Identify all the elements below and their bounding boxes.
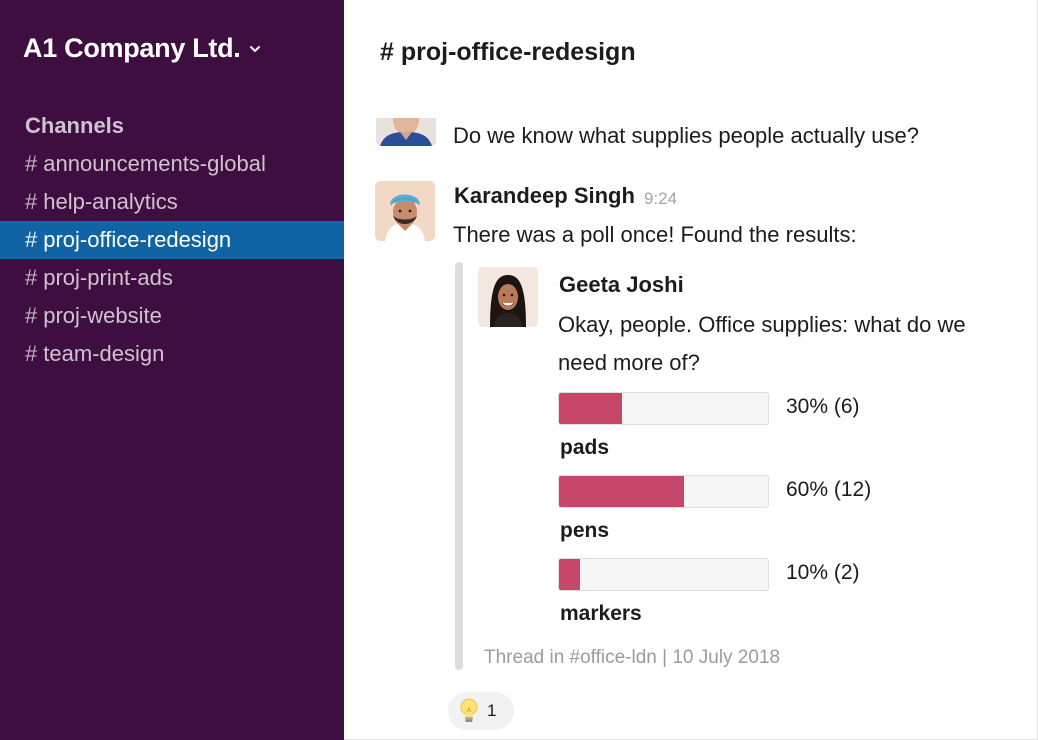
message-author[interactable]: Karandeep Singh bbox=[454, 183, 635, 208]
sidebar: A1 Company Ltd. Channels # announcements-… bbox=[0, 0, 344, 740]
poll-fill bbox=[559, 559, 580, 590]
poll-result: 10% (2) bbox=[786, 561, 860, 584]
chevron-down-icon bbox=[249, 45, 260, 52]
channel-label: help-analytics bbox=[43, 189, 178, 214]
hash-icon: # bbox=[25, 151, 38, 176]
shared-text: Okay, people. Office supplies: what do w… bbox=[558, 312, 966, 375]
poll-fill bbox=[559, 393, 622, 424]
shared-author[interactable]: Geeta Joshi bbox=[559, 272, 684, 297]
channel-list: # announcements-global # help-analytics # p… bbox=[0, 145, 344, 373]
poll-bar bbox=[558, 558, 769, 591]
avatar[interactable] bbox=[375, 181, 435, 241]
thread-link[interactable]: Thread in #office-ldn | 10 July 2018 bbox=[484, 647, 781, 668]
lightbulb-icon bbox=[460, 698, 478, 722]
poll-label: markers bbox=[560, 602, 642, 625]
sidebar-item-proj-office-redesign[interactable]: # proj-office-redesign bbox=[0, 221, 344, 259]
channel-label: announcements-global bbox=[43, 151, 266, 176]
workspace-name: A1 Company Ltd. bbox=[23, 33, 241, 63]
poll-fill bbox=[559, 476, 685, 507]
avatar[interactable] bbox=[376, 118, 436, 146]
sidebar-item-proj-website[interactable]: # proj-website bbox=[0, 297, 344, 335]
reaction-count: 1 bbox=[487, 701, 497, 720]
channel-label: proj-print-ads bbox=[43, 265, 173, 290]
sidebar-item-proj-print-ads[interactable]: # proj-print-ads bbox=[0, 259, 344, 297]
avatar[interactable] bbox=[478, 267, 538, 327]
channel-label: team-design bbox=[43, 341, 165, 366]
poll-bar bbox=[558, 392, 769, 425]
message-timestamp[interactable]: 9:24 bbox=[644, 189, 678, 208]
channels-heading[interactable]: Channels bbox=[25, 113, 125, 138]
hash-icon: # bbox=[25, 189, 38, 214]
message-pane: # proj-office-redesign Do we know what s… bbox=[344, 0, 1038, 740]
hash-icon: # bbox=[25, 265, 38, 290]
sidebar-item-team-design[interactable]: # team-design bbox=[0, 335, 344, 373]
sidebar-item-help-analytics[interactable]: # help-analytics bbox=[0, 183, 344, 221]
channel-title[interactable]: # proj-office-redesign bbox=[380, 38, 636, 66]
message-text: Do we know what supplies people actually… bbox=[453, 123, 919, 148]
poll-result: 30% (6) bbox=[786, 395, 860, 418]
channel-label: proj-office-redesign bbox=[43, 227, 232, 252]
workspace-switcher[interactable]: A1 Company Ltd. bbox=[23, 33, 261, 64]
poll-label: pads bbox=[560, 436, 610, 459]
hash-icon: # bbox=[25, 303, 38, 328]
reaction-pill[interactable]: 1 bbox=[448, 692, 514, 730]
quote-bar bbox=[455, 262, 463, 670]
channel-label: proj-website bbox=[43, 303, 162, 328]
poll-bar bbox=[558, 475, 769, 508]
hash-icon: # bbox=[25, 341, 38, 366]
poll-label: pens bbox=[560, 519, 610, 542]
message-text: There was a poll once! Found the results… bbox=[453, 222, 857, 247]
poll-result: 60% (12) bbox=[786, 478, 872, 501]
hash-icon: # bbox=[25, 227, 38, 252]
sidebar-item-announcements-global[interactable]: # announcements-global bbox=[0, 145, 344, 183]
